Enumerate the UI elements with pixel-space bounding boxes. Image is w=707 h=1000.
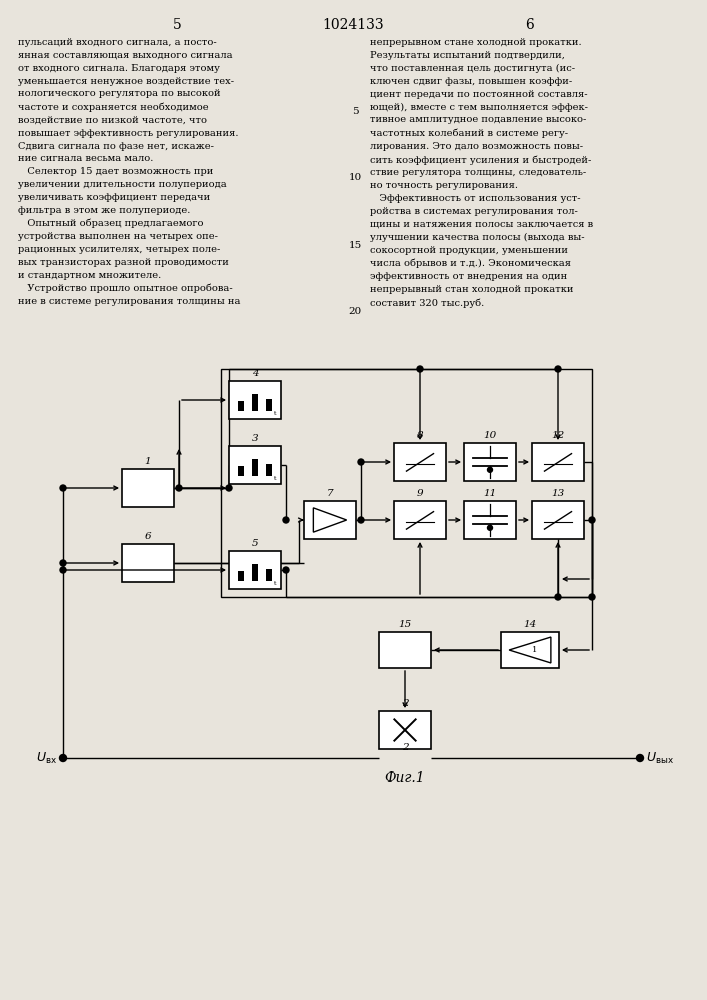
Bar xyxy=(252,394,258,411)
Text: 2: 2 xyxy=(402,699,409,708)
Bar xyxy=(304,501,356,539)
Bar xyxy=(221,369,592,597)
Text: 2: 2 xyxy=(402,743,409,752)
Text: $U_{\rm вых}$: $U_{\rm вых}$ xyxy=(646,750,674,766)
Circle shape xyxy=(417,366,423,372)
Text: 15: 15 xyxy=(398,620,411,629)
Circle shape xyxy=(488,467,493,472)
Text: 5: 5 xyxy=(173,18,182,32)
Text: t: t xyxy=(274,476,276,481)
Bar xyxy=(229,446,281,484)
Bar xyxy=(379,632,431,668)
Text: Фиг.1: Фиг.1 xyxy=(385,771,426,785)
Text: 11: 11 xyxy=(484,489,496,498)
Text: t: t xyxy=(274,581,276,586)
Circle shape xyxy=(226,485,232,491)
Circle shape xyxy=(636,754,643,762)
Text: t: t xyxy=(274,411,276,416)
Bar xyxy=(379,711,431,749)
Bar xyxy=(229,381,281,419)
Text: 5: 5 xyxy=(351,107,358,116)
Bar xyxy=(394,443,446,481)
Text: 10: 10 xyxy=(484,431,496,440)
Text: 1: 1 xyxy=(145,457,151,466)
Bar xyxy=(501,632,559,668)
Text: 15: 15 xyxy=(349,240,361,249)
Text: 8: 8 xyxy=(416,431,423,440)
Text: 10: 10 xyxy=(349,174,361,182)
Bar xyxy=(238,571,245,581)
Bar xyxy=(266,569,272,581)
Text: 7: 7 xyxy=(327,489,333,498)
Circle shape xyxy=(488,525,493,530)
Bar xyxy=(464,501,516,539)
Circle shape xyxy=(358,517,364,523)
Text: 12: 12 xyxy=(551,431,565,440)
Bar xyxy=(266,464,272,476)
Bar xyxy=(394,501,446,539)
Text: 1: 1 xyxy=(532,646,537,654)
Text: 1024133: 1024133 xyxy=(322,18,384,32)
Circle shape xyxy=(555,366,561,372)
Circle shape xyxy=(589,594,595,600)
Bar xyxy=(464,443,516,481)
Circle shape xyxy=(283,517,289,523)
Text: 6: 6 xyxy=(525,18,534,32)
Text: 6: 6 xyxy=(145,532,151,541)
Text: 20: 20 xyxy=(349,308,361,316)
Bar xyxy=(532,501,584,539)
Text: 13: 13 xyxy=(551,489,565,498)
Circle shape xyxy=(555,594,561,600)
Circle shape xyxy=(60,485,66,491)
Circle shape xyxy=(60,567,66,573)
Circle shape xyxy=(589,517,595,523)
Bar xyxy=(238,466,245,476)
Text: 14: 14 xyxy=(523,620,537,629)
Circle shape xyxy=(60,560,66,566)
Circle shape xyxy=(59,754,66,762)
Text: пульсаций входного сигнала, а посто-
янная составляющая выходного сигнала
от вхо: пульсаций входного сигнала, а посто- янн… xyxy=(18,38,240,306)
Circle shape xyxy=(358,459,364,465)
Text: 5: 5 xyxy=(252,539,258,548)
Bar xyxy=(266,399,272,411)
Bar xyxy=(122,544,174,582)
Text: $U_{\rm вх}$: $U_{\rm вх}$ xyxy=(36,750,57,766)
Bar xyxy=(229,551,281,589)
Bar xyxy=(122,469,174,507)
Text: непрерывном стане холодной прокатки.
Результаты испытаний подтвердили,
что поста: непрерывном стане холодной прокатки. Рез… xyxy=(370,38,593,308)
Text: 4: 4 xyxy=(252,369,258,378)
Circle shape xyxy=(283,567,289,573)
Text: 3: 3 xyxy=(252,434,258,443)
Bar xyxy=(252,459,258,476)
Bar xyxy=(238,401,245,411)
Bar xyxy=(532,443,584,481)
Circle shape xyxy=(176,485,182,491)
Text: 9: 9 xyxy=(416,489,423,498)
Bar xyxy=(252,564,258,581)
